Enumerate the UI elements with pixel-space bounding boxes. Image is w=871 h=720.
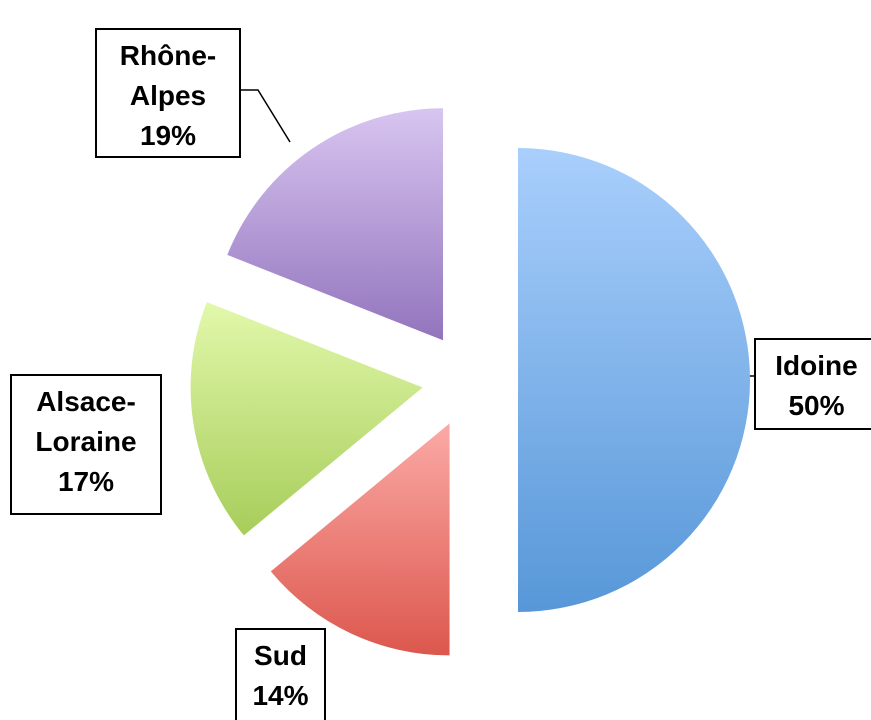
pie-slice (270, 423, 450, 656)
category-label: Alsace-Loraine (35, 386, 137, 457)
value-label: 19% (139, 120, 197, 151)
category-label: Sud (254, 640, 307, 671)
pie-slice (190, 302, 423, 536)
category-label: Rhône-Alpes (119, 40, 217, 111)
value-label: 50% (788, 390, 845, 421)
data-label: Idoine 50% (754, 338, 871, 430)
data-label: Alsace-Loraine 17% (10, 374, 162, 515)
pie-slice (518, 148, 750, 612)
leader-line (241, 89, 291, 143)
value-label: 17% (57, 466, 115, 497)
category-label: Idoine (775, 350, 858, 381)
data-label: Sud 14% (235, 628, 326, 720)
data-label: Rhône-Alpes 19% (95, 28, 241, 158)
value-label: 14% (252, 680, 309, 711)
pie-slice (227, 108, 444, 341)
